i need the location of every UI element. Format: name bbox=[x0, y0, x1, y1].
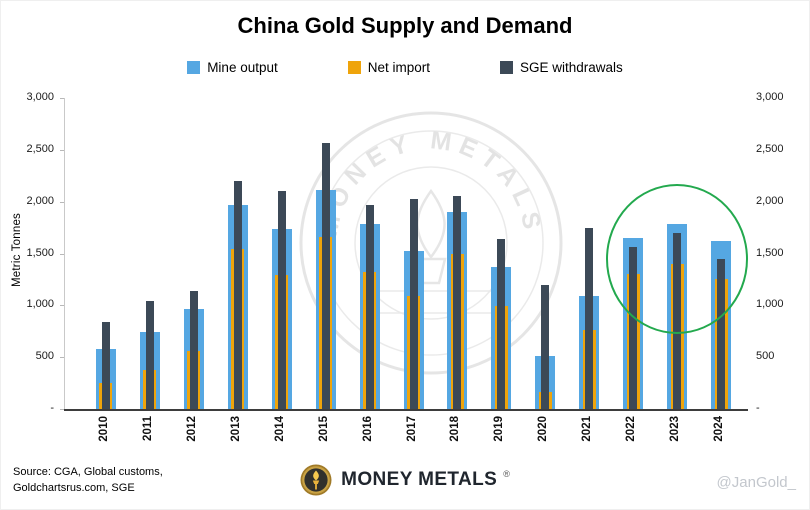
y-tick-label-right: 3,000 bbox=[756, 91, 784, 103]
y-tick-label-right: 1,500 bbox=[756, 246, 784, 259]
legend-item-sge-withdrawals: SGE withdrawals bbox=[500, 60, 623, 75]
y-tick-label-left: 2,500 bbox=[26, 142, 54, 155]
y-tick-mark bbox=[60, 357, 64, 359]
y-tick-label-right: - bbox=[756, 402, 760, 414]
x-tick-label-2023: 2023 bbox=[669, 416, 682, 442]
legend-item-mine-output: Mine output bbox=[187, 60, 278, 75]
y-tick-label-right: 2,000 bbox=[756, 194, 784, 207]
bar-sge-withdrawals-2019 bbox=[497, 238, 506, 409]
net-import-swatch bbox=[347, 61, 361, 74]
source-citation: Source: CGA, Global customs, Goldchartsr… bbox=[13, 465, 163, 497]
x-tick-label-2013: 2013 bbox=[229, 416, 242, 442]
bar-sge-withdrawals-2012 bbox=[189, 290, 198, 409]
x-tick-label-2018: 2018 bbox=[449, 416, 462, 442]
y-tick-label-right: 1,000 bbox=[756, 298, 784, 311]
x-tick-label-2017: 2017 bbox=[405, 416, 418, 442]
watermark-inner-ring bbox=[354, 166, 508, 320]
bar-sge-withdrawals-2015 bbox=[321, 142, 330, 409]
bar-sge-withdrawals-2021 bbox=[585, 227, 594, 409]
y-tick-label-right: 2,500 bbox=[756, 142, 784, 155]
mine-output-swatch bbox=[187, 61, 201, 74]
highlight-circle-annotation bbox=[606, 183, 749, 334]
bar-sge-withdrawals-2011 bbox=[145, 301, 154, 409]
y-tick-label-left: 1,500 bbox=[26, 246, 54, 259]
legend-item-net-import: Net import bbox=[347, 60, 431, 75]
money-metals-watermark-seal: MONEY METALS bbox=[299, 111, 563, 375]
legend-label-net-import: Net import bbox=[367, 60, 431, 75]
bar-sge-withdrawals-2014 bbox=[277, 191, 286, 409]
y-tick-mark bbox=[60, 305, 64, 307]
y-tick-label-left: - bbox=[50, 402, 54, 414]
y-tick-label-left: 500 bbox=[35, 350, 54, 363]
sge-withdrawals-swatch bbox=[500, 61, 514, 74]
source-line-2: Goldchartsrus.com, SGE bbox=[13, 481, 135, 494]
legend-label-mine-output: Mine output bbox=[207, 60, 278, 75]
x-tick-label-2019: 2019 bbox=[493, 416, 506, 442]
twitter-handle: @JanGold_ bbox=[716, 474, 796, 491]
watermark-outer-ring bbox=[299, 111, 563, 375]
y-tick-mark bbox=[60, 409, 64, 410]
x-tick-label-2015: 2015 bbox=[317, 416, 330, 442]
bar-sge-withdrawals-2022 bbox=[629, 247, 638, 409]
y-tick-mark bbox=[60, 253, 64, 255]
y-tick-label-right: 500 bbox=[756, 350, 775, 363]
y-tick-mark bbox=[60, 149, 64, 151]
x-tick-label-2016: 2016 bbox=[361, 416, 374, 442]
x-axis-line bbox=[64, 409, 748, 411]
chart-title: China Gold Supply and Demand bbox=[237, 13, 573, 38]
y-tick-label-left: 2,000 bbox=[26, 194, 54, 207]
bar-sge-withdrawals-2018 bbox=[453, 195, 462, 409]
bar-sge-withdrawals-2010 bbox=[101, 321, 110, 409]
x-tick-label-2011: 2011 bbox=[141, 416, 154, 441]
x-tick-label-2020: 2020 bbox=[537, 416, 550, 442]
y-tick-label-left: 3,000 bbox=[26, 91, 54, 103]
x-tick-label-2012: 2012 bbox=[185, 416, 198, 442]
brand-name: MONEY METALS bbox=[341, 469, 498, 490]
y-tick-label-left: 1,000 bbox=[26, 298, 54, 311]
watermark-flame-icon bbox=[416, 188, 446, 260]
bar-sge-withdrawals-2024 bbox=[717, 258, 726, 409]
money-metals-logo: MONEY METALS ® bbox=[1, 461, 809, 499]
x-tick-label-2010: 2010 bbox=[97, 416, 110, 442]
legend: Mine output Net import SGE withdrawals bbox=[1, 60, 809, 75]
y-tick-mark bbox=[60, 201, 64, 203]
x-tick-label-2022: 2022 bbox=[625, 416, 638, 442]
registered-trademark: ® bbox=[503, 469, 510, 479]
x-tick-label-2021: 2021 bbox=[581, 416, 594, 442]
bar-sge-withdrawals-2013 bbox=[233, 180, 242, 409]
x-tick-label-2014: 2014 bbox=[273, 416, 286, 442]
x-tick-label-2024: 2024 bbox=[713, 416, 726, 442]
source-line-1: Source: CGA, Global customs, bbox=[13, 466, 163, 478]
bar-sge-withdrawals-2020 bbox=[541, 284, 550, 409]
money-metals-logo-icon bbox=[300, 464, 332, 496]
bar-sge-withdrawals-2016 bbox=[365, 204, 374, 409]
bar-sge-withdrawals-2017 bbox=[409, 198, 418, 409]
y-axis-line bbox=[64, 98, 65, 409]
y-tick-mark bbox=[60, 98, 64, 99]
legend-label-sge-withdrawals: SGE withdrawals bbox=[520, 60, 623, 75]
